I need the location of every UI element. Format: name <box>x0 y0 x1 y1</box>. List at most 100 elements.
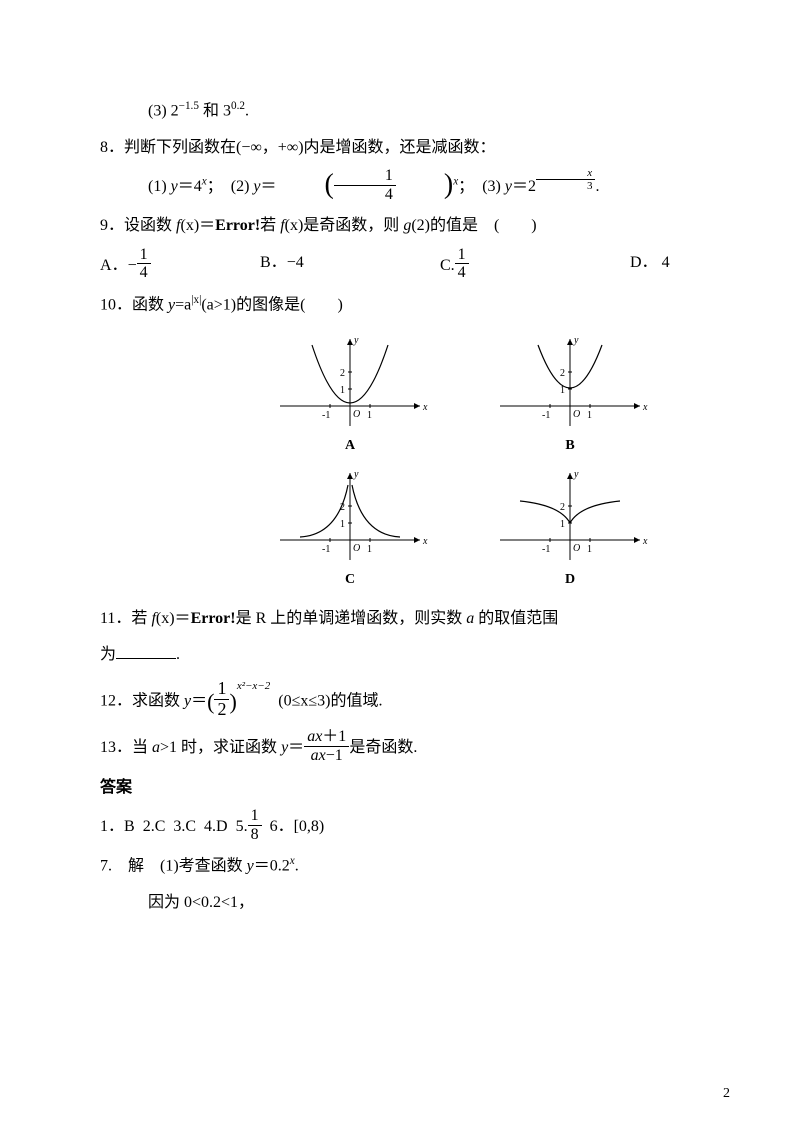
q13-num: 13． <box>100 739 132 756</box>
error-text: Error! <box>215 217 260 234</box>
fxarg: (x)＝ <box>180 217 215 234</box>
ans5-lbl: 5. <box>236 818 248 835</box>
q13-frac: ax＋1ax−1 <box>304 728 349 764</box>
ans1: 1．B <box>100 818 135 835</box>
svg-text:x: x <box>642 536 648 547</box>
svg-text:1: 1 <box>340 385 345 396</box>
ans3: 3.C <box>173 818 196 835</box>
lparen-icon: ( <box>207 689 214 714</box>
q11-num: 11． <box>100 610 131 627</box>
q10-stem: 10．函数 y=a|x|(a>1)的图像是( ) <box>100 290 720 321</box>
svg-text:1: 1 <box>587 410 592 421</box>
p3-y: y <box>505 178 512 195</box>
p2-eq: ＝ <box>261 178 277 195</box>
svg-text:2: 2 <box>340 368 345 379</box>
label: (3) <box>148 102 167 119</box>
p2-frac: 14 <box>334 167 396 203</box>
graph-a: x y O -1 1 1 2 A <box>270 331 430 460</box>
q12-num: 12． <box>100 692 132 709</box>
opt-b: B．−4 <box>260 248 440 284</box>
graph-c: x y O -1 1 1 2 C <box>270 465 430 594</box>
end: . <box>245 102 249 119</box>
svg-text:O: O <box>573 543 580 554</box>
q8-parts: (1) y＝4x； (2) y＝(14)x； (3) y＝2x3. <box>100 169 720 205</box>
label-a: A <box>270 433 430 460</box>
label-b: B <box>490 433 650 460</box>
fill-blank <box>116 641 176 660</box>
svg-text:1: 1 <box>340 519 345 530</box>
p1-y: y <box>171 178 178 195</box>
svg-text:O: O <box>573 409 580 420</box>
p1-sep: ； <box>207 178 223 195</box>
svg-text:x: x <box>642 402 648 413</box>
graph-c-svg: x y O -1 1 1 2 <box>270 465 430 565</box>
graph-grid: x y O -1 1 1 2 A x y O -1 <box>270 331 650 594</box>
exp-left: −1.5 <box>179 100 199 112</box>
graph-d-svg: x y O -1 1 1 2 <box>490 465 650 565</box>
answers-heading: 答案 <box>100 773 720 803</box>
label-c: C <box>270 567 430 594</box>
svg-text:y: y <box>573 335 579 346</box>
q9-stem: 9．设函数 f(x)＝Error!若 f(x)是奇函数，则 g(2)的值是 ( … <box>100 211 720 241</box>
svg-text:O: O <box>353 409 360 420</box>
q12: 12．求函数 y＝(12)x²−x−2 (0≤x≤3)的值域. <box>100 681 720 723</box>
svg-text:x: x <box>422 402 428 413</box>
svg-text:x: x <box>422 536 428 547</box>
svg-text:1: 1 <box>560 519 565 530</box>
opt-c: C.14 <box>440 248 630 284</box>
garg: (2)的值是 ( ) <box>411 217 536 234</box>
q8-text: 判断下列函数在(−∞，+∞)内是增函数，还是减函数： <box>124 139 496 156</box>
opt-d: D． 4 <box>630 248 670 284</box>
svg-text:1: 1 <box>587 544 592 555</box>
graph-b: x y O -1 1 1 2 B <box>490 331 650 460</box>
svg-text:1: 1 <box>367 544 372 555</box>
p1-pre: (1) <box>148 178 171 195</box>
svg-text:y: y <box>573 469 579 480</box>
p3-exp: x3 <box>536 176 596 188</box>
q7-part3: (3) 2−1.5 和 30.2. <box>100 96 720 127</box>
graph-a-svg: x y O -1 1 1 2 <box>270 331 430 431</box>
fxarg2: (x)是奇函数，则 <box>285 217 404 234</box>
q9-options: A．−14 B．−4 C.14 D． 4 <box>100 248 720 284</box>
error-text: Error! <box>191 610 236 627</box>
base-right: 3 <box>223 102 231 119</box>
answers-row: 1．B 2.C 3.C 4.D 5.18 6．[0,8) <box>100 809 720 845</box>
svg-text:-1: -1 <box>322 544 330 555</box>
ans6: 6．[0,8) <box>270 818 325 835</box>
sol7-l2: 因为 0<0.2<1， <box>100 888 720 918</box>
graph-d: x y O -1 1 1 2 D <box>490 465 650 594</box>
q11-line2: 为. <box>100 640 720 670</box>
q10-num: 10． <box>100 296 132 313</box>
svg-text:-1: -1 <box>322 410 330 421</box>
q9-num: 9． <box>100 217 124 234</box>
p3-eq: ＝2 <box>512 178 536 195</box>
svg-text:y: y <box>353 335 359 346</box>
svg-text:-1: -1 <box>542 410 550 421</box>
svg-text:1: 1 <box>367 410 372 421</box>
q12-exp: x²−x−2 <box>237 680 270 692</box>
q8-stem: 8．判断下列函数在(−∞，+∞)内是增函数，还是减函数： <box>100 133 720 163</box>
ans4: 4.D <box>204 818 228 835</box>
ans5-frac: 18 <box>248 807 262 843</box>
exp: |x| <box>191 294 201 306</box>
svg-text:2: 2 <box>560 502 565 513</box>
svg-text:O: O <box>353 543 360 554</box>
lparen-icon: ( <box>277 171 334 199</box>
q11-line1: 11．若 f(x)＝Error!是 R 上的单调递增函数，则实数 a 的取值范围 <box>100 604 720 634</box>
base-left: 2 <box>171 102 179 119</box>
opt-a: A．−14 <box>100 248 260 284</box>
graph-b-svg: x y O -1 1 1 2 <box>490 331 650 431</box>
p1-eq: ＝4 <box>178 178 202 195</box>
p2-pre: (2) <box>231 178 254 195</box>
page: (3) 2−1.5 和 30.2. 8．判断下列函数在(−∞，+∞)内是增函数，… <box>0 0 800 964</box>
svg-text:y: y <box>353 469 359 480</box>
t-a: 函数 <box>132 296 168 313</box>
t-a: 设函数 <box>124 217 176 234</box>
exp-right: 0.2 <box>231 100 245 112</box>
rparen-icon: ) <box>229 689 236 714</box>
p2-y: y <box>253 178 260 195</box>
ans2: 2.C <box>143 818 166 835</box>
eq: =a <box>175 296 191 313</box>
p2-sep: ； <box>458 178 474 195</box>
p3-pre: (3) <box>482 178 505 195</box>
